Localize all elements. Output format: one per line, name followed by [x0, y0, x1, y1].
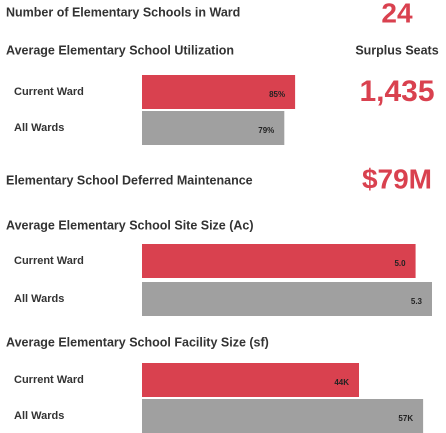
- bar: [142, 244, 416, 278]
- bar: [142, 282, 432, 316]
- value-label: 85%: [269, 90, 285, 99]
- kpi-value: 1,435: [359, 75, 434, 108]
- category-label: Current Ward: [14, 86, 84, 98]
- category-label: Current Ward: [14, 374, 84, 386]
- value-label: 57K: [398, 414, 413, 423]
- chart-title: Average Elementary School Utilization: [6, 43, 234, 57]
- value-label: 79%: [258, 126, 274, 135]
- kpi-label: Number of Elementary Schools in Ward: [6, 5, 240, 19]
- value-label: 5.3: [411, 297, 423, 306]
- kpi-label: Elementary School Deferred Maintenance: [6, 173, 253, 187]
- bar: [142, 363, 360, 397]
- chart-title: Average Elementary School Site Size (Ac): [6, 218, 254, 232]
- value-label: 44K: [334, 378, 349, 387]
- bar: [142, 111, 285, 145]
- chart-title: Average Elementary School Facility Size …: [6, 335, 269, 349]
- kpi-value: $79M: [362, 163, 432, 194]
- bar: [142, 399, 424, 433]
- value-label: 5.0: [394, 259, 406, 268]
- kpi-value: 24: [381, 0, 413, 28]
- category-label: All Wards: [14, 410, 64, 422]
- category-label: Current Ward: [14, 255, 84, 267]
- bar: [142, 75, 296, 109]
- kpi-label: Surplus Seats: [355, 43, 438, 57]
- category-label: All Wards: [14, 293, 64, 305]
- category-label: All Wards: [14, 122, 64, 134]
